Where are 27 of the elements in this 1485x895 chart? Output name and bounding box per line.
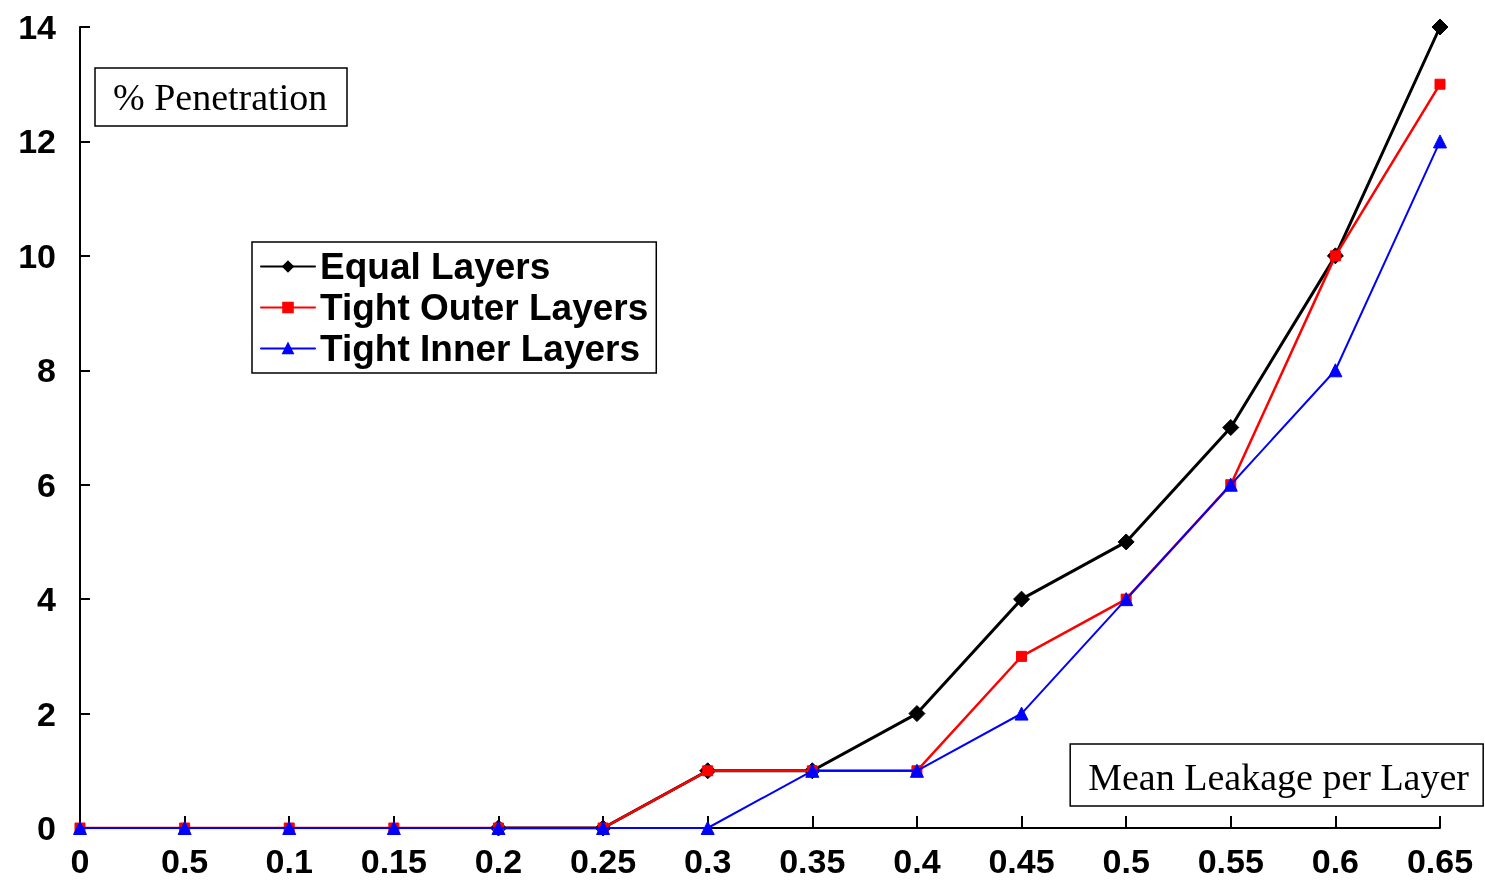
x-tick-label: 0 bbox=[70, 842, 90, 880]
x-tick-label: 0.5 bbox=[160, 842, 209, 880]
x-tick-label: 0.15 bbox=[360, 842, 427, 880]
x-tick-label: 0.2 bbox=[474, 842, 523, 880]
legend-label: Tight Outer Layers bbox=[320, 287, 649, 328]
y-tick-label: 4 bbox=[37, 580, 57, 619]
x-tick-label: 0.1 bbox=[265, 842, 313, 880]
x-tick-label: 0.65 bbox=[1406, 842, 1474, 880]
y-tick-label: 14 bbox=[18, 8, 57, 46]
y-axis-title: % Penetration bbox=[113, 76, 328, 118]
x-tick-label: 0.4 bbox=[893, 842, 941, 880]
y-tick-label: 10 bbox=[18, 236, 56, 275]
x-axis-title: Mean Leakage per Layer bbox=[1088, 756, 1470, 798]
legend-label: Tight Inner Layers bbox=[320, 328, 641, 369]
x-tick-label: 0.3 bbox=[684, 842, 732, 880]
x-tick-label: 0.6 bbox=[1311, 842, 1360, 880]
x-tick-label: 0.45 bbox=[988, 842, 1055, 880]
x-tick-label: 0.5 bbox=[1102, 842, 1150, 880]
x-tick-label: 0.25 bbox=[569, 842, 637, 880]
x-tick-label: 0.35 bbox=[779, 842, 846, 880]
x-tick-label: 0.55 bbox=[1197, 842, 1264, 880]
y-tick-label: 6 bbox=[37, 465, 56, 504]
legend-label: Equal Layers bbox=[320, 246, 551, 287]
y-tick-label: 8 bbox=[37, 351, 56, 390]
y-tick-label: 2 bbox=[37, 694, 56, 733]
y-tick-label: 12 bbox=[18, 122, 56, 161]
y-tick-label: 0 bbox=[37, 809, 56, 847]
